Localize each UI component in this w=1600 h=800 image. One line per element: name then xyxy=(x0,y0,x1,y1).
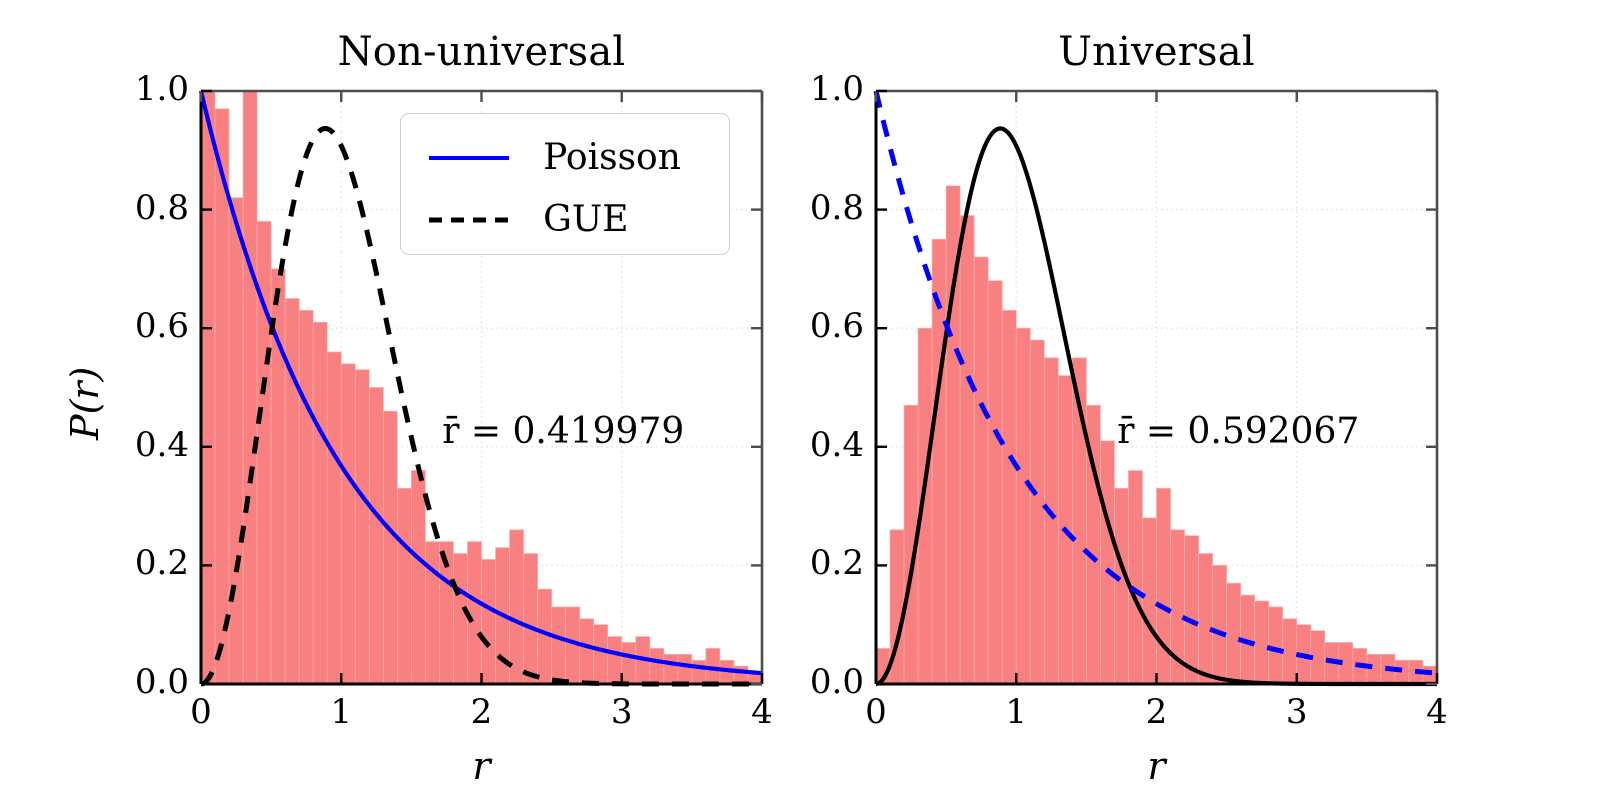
panel-title-universal: Universal xyxy=(1058,29,1255,75)
ytick-label: 0.6 xyxy=(809,306,864,347)
ytick-label: 1.0 xyxy=(134,69,189,109)
rbar-annotation-nonuniversal: r̄ = 0.419979 xyxy=(442,410,685,452)
ytick-label: 0.4 xyxy=(134,424,189,465)
ytick-label: 0.2 xyxy=(809,543,864,584)
rbar-annotation-universal: r̄ = 0.592067 xyxy=(1117,410,1360,452)
legend-item-gue[interactable]: GUE xyxy=(427,199,629,240)
xtick-label: 4 xyxy=(751,692,773,732)
ytick-label: 0.2 xyxy=(134,543,189,584)
ytick-label: 0.0 xyxy=(134,662,189,702)
ytick-label: 0.6 xyxy=(134,306,189,347)
legend-box: Poisson GUE xyxy=(400,113,731,255)
panel-title-nonuniversal: Non-universal xyxy=(337,29,626,75)
ytick-label: 0.8 xyxy=(134,187,189,228)
ytick-label: 0.0 xyxy=(809,662,864,702)
ytick-label: 0.8 xyxy=(809,187,864,228)
xtick-label: 3 xyxy=(610,692,633,732)
x-axis-label-universal: r xyxy=(1147,744,1166,788)
ytick-label: 0.4 xyxy=(809,424,864,465)
xtick-label: 1 xyxy=(330,692,353,732)
legend-label: GUE xyxy=(543,199,629,240)
legend-label: Poisson xyxy=(543,137,681,178)
xtick-label: 4 xyxy=(1426,692,1448,732)
legend-item-poisson[interactable]: Poisson xyxy=(427,140,681,176)
xtick-label: 0 xyxy=(190,692,212,732)
xtick-label: 0 xyxy=(865,692,887,732)
xtick-label: 3 xyxy=(1285,692,1308,732)
xtick-label: 1 xyxy=(1005,692,1028,732)
ytick-label: 1.0 xyxy=(809,69,864,109)
xtick-label: 2 xyxy=(1145,692,1168,732)
x-axis-label-nonuniversal: r xyxy=(472,744,491,788)
xtick-label: 2 xyxy=(470,692,493,732)
